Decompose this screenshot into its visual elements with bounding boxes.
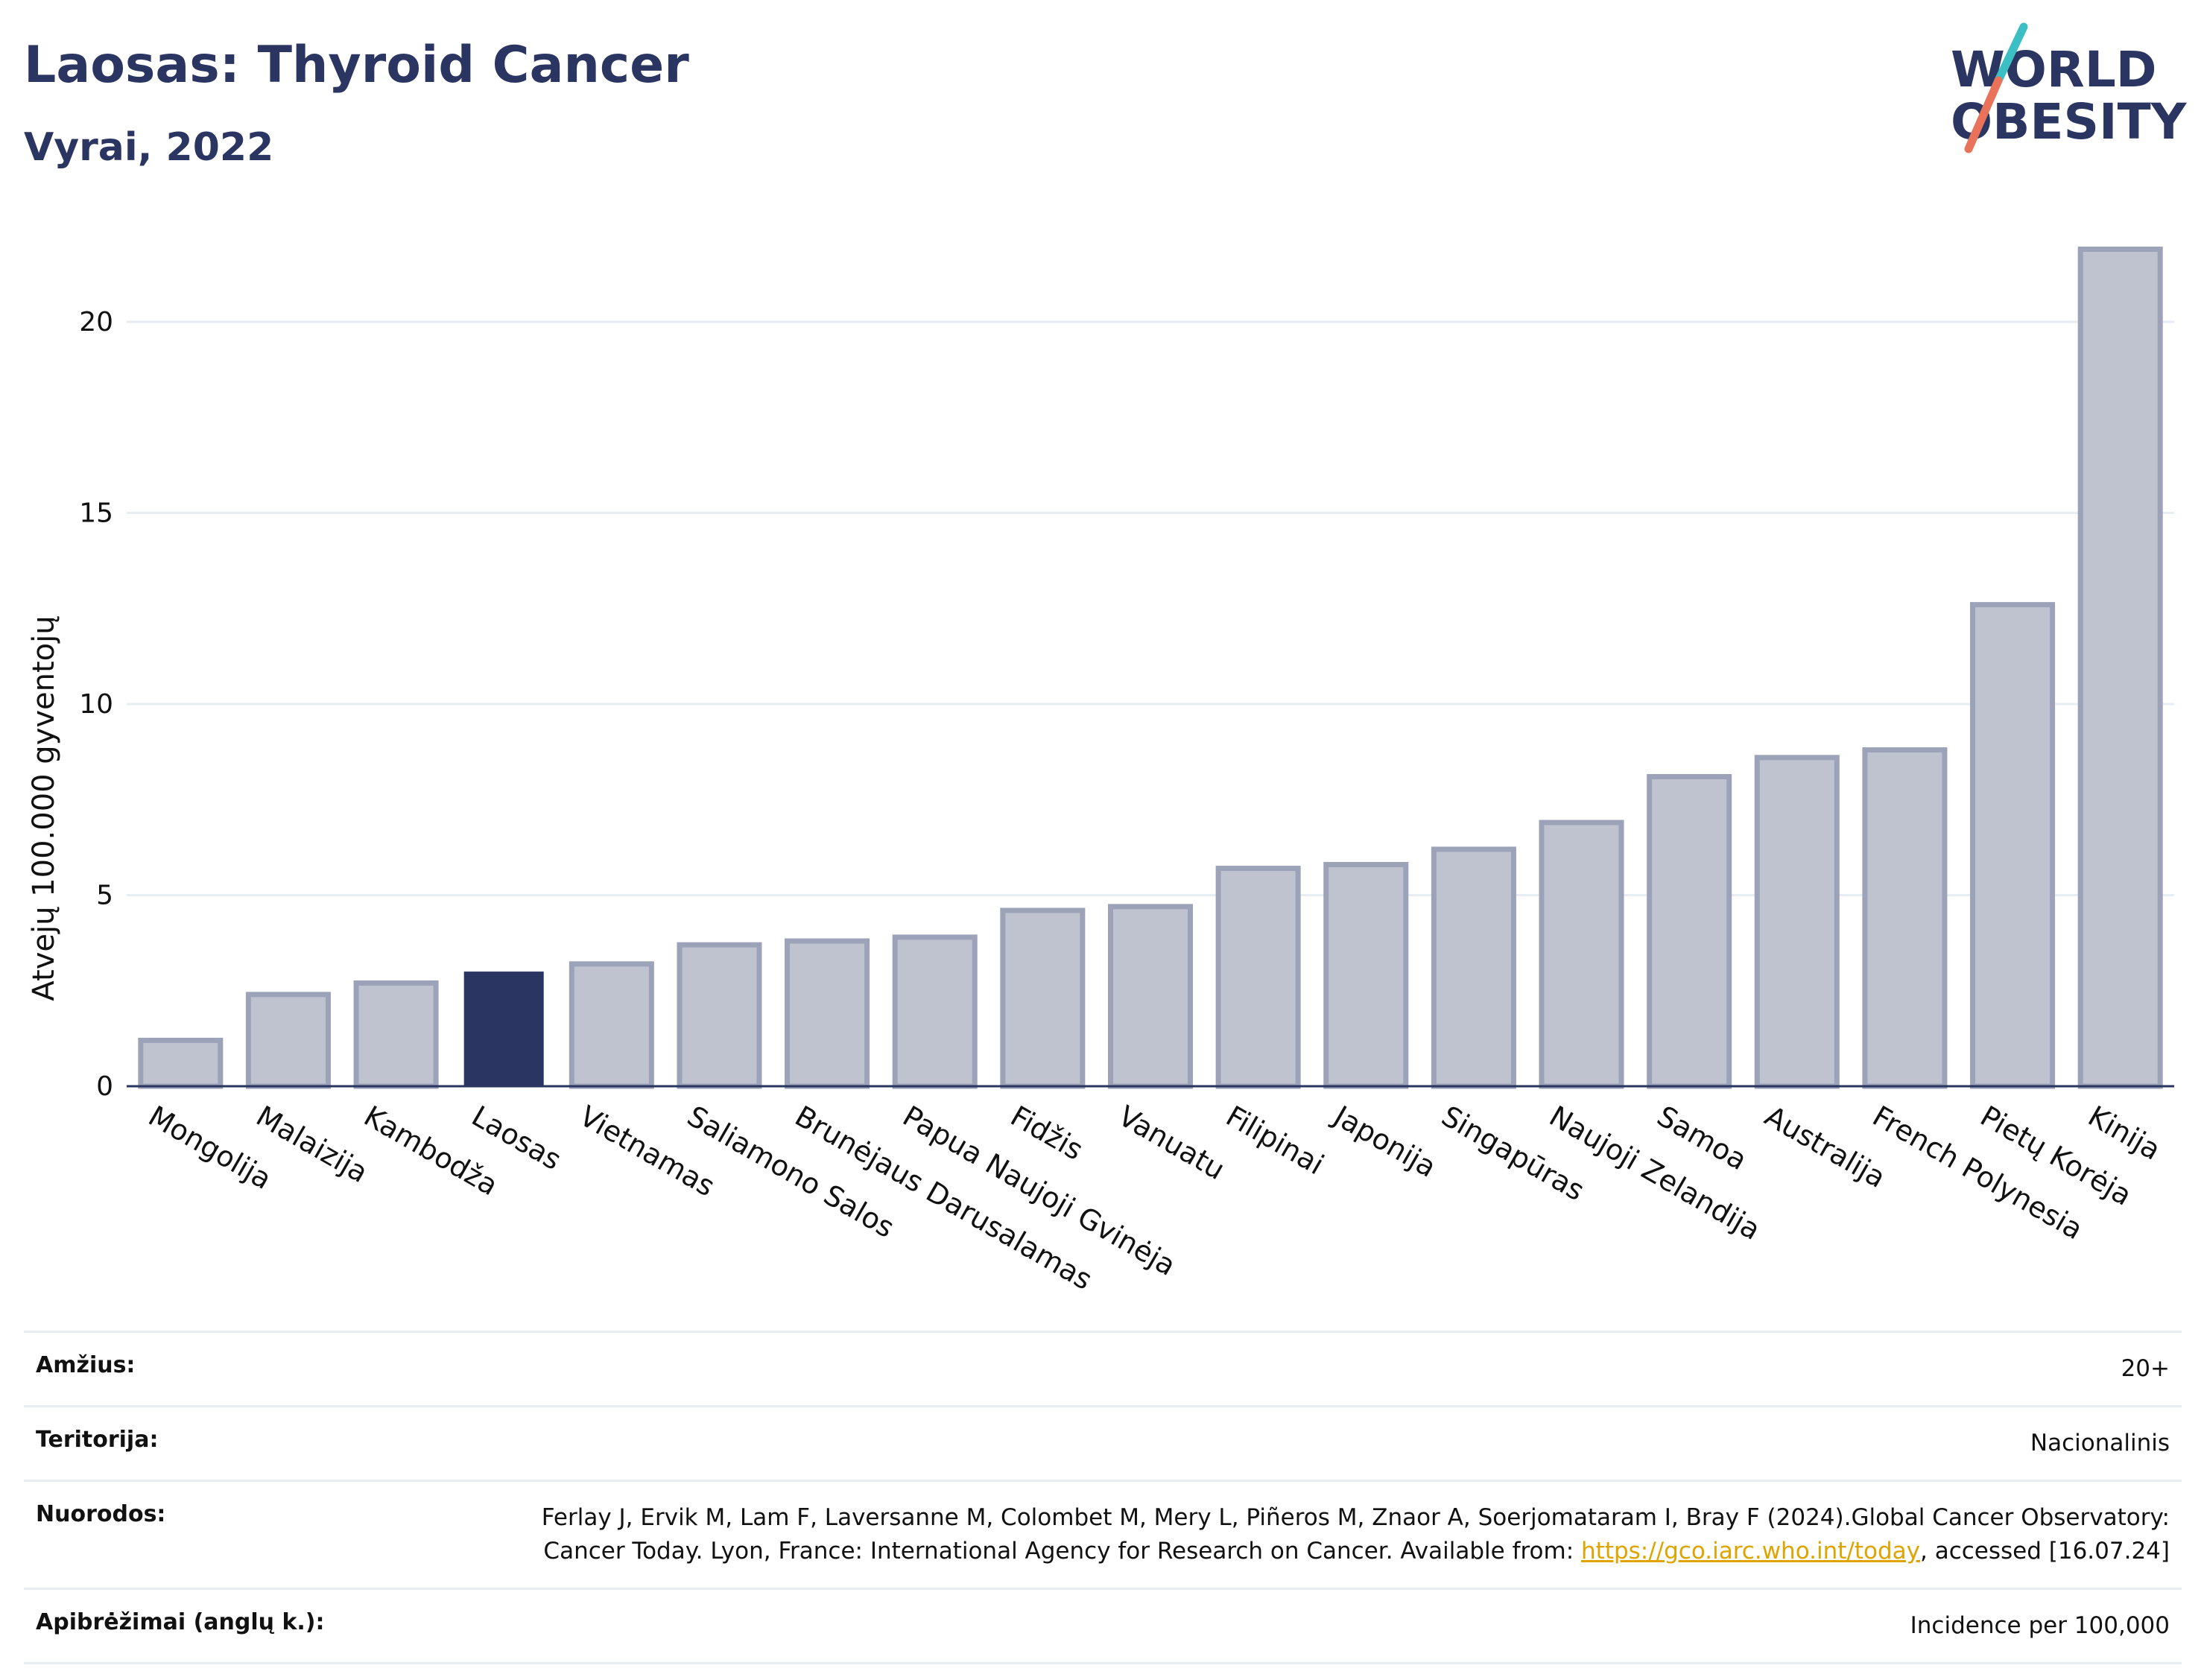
x-tick-label: Filipinai: [1220, 1100, 1329, 1182]
bar-mongolija: [138, 1037, 224, 1089]
bar-australija: [1754, 755, 1840, 1089]
x-tick-label: Australija: [1759, 1100, 1891, 1194]
bar-kinija: [2077, 247, 2163, 1089]
territory-value: Nacionalinis: [2030, 1429, 2170, 1456]
y-tick-label: 10: [79, 689, 113, 720]
references-value: Ferlay J, Ervik M, Lam F, Laversanne M, …: [531, 1501, 2170, 1568]
bar-chart: 0 5 10 15 20 Atvejų 100.000 gyventojų Mongolij…: [27, 247, 2174, 1296]
references-link[interactable]: https://gco.iarc.who.int/today: [1581, 1537, 1920, 1565]
y-axis-title: Atvejų 100.000 gyventojų: [27, 615, 61, 1001]
bar-brunėjaus-darusalamas: [785, 938, 870, 1089]
territory-label: Teritorija:: [36, 1426, 159, 1453]
x-tick-label: Japonija: [1327, 1099, 1442, 1184]
x-tick-label: Vanuatu: [1113, 1100, 1231, 1186]
bar-japonija: [1323, 861, 1409, 1089]
logo-slash-top: [1994, 22, 2028, 85]
bar-fidžis: [1000, 907, 1086, 1089]
info-row-definitions: Apibrėžimai (anglų k.): Incidence per 10…: [24, 1587, 2182, 1664]
bar-kambodža: [353, 980, 439, 1089]
definitions-label: Apibrėžimai (anglų k.):: [36, 1608, 325, 1635]
world-obesity-logo: WORLD OBESITY: [1951, 22, 2188, 153]
info-row-age: Amžius: 20+: [24, 1331, 2182, 1405]
bar-filipinai: [1215, 866, 1301, 1089]
info-row-references: Nuorodos: Ferlay J, Ervik M, Lam F, Lave…: [24, 1479, 2182, 1588]
bar-pietų-korėja: [1970, 602, 2056, 1089]
age-value: 20+: [2121, 1355, 2170, 1382]
definitions-value: Incidence per 100,000: [1910, 1611, 2170, 1639]
y-tick-label: 5: [96, 881, 113, 911]
x-tick-label: Mongolija: [143, 1100, 277, 1196]
y-tick-label: 20: [79, 307, 113, 337]
bar-singapūras: [1431, 846, 1516, 1089]
bar-vanuatu: [1107, 904, 1194, 1089]
bar-naujoji-zelandija: [1539, 820, 1624, 1089]
bar-vietnamas: [569, 961, 654, 1089]
logo-slash-bottom: [1964, 76, 2003, 153]
bar-laosas: [463, 971, 544, 1086]
bar-saliamono-salos: [677, 942, 762, 1089]
x-tick-label: Fidžis: [1005, 1100, 1089, 1167]
chart-title: Laosas: Thyroid Cancer: [24, 36, 689, 95]
bar-malaizija: [245, 992, 331, 1089]
age-label: Amžius:: [36, 1352, 136, 1378]
y-tick-label: 15: [79, 498, 113, 529]
bar-samoa: [1647, 773, 1732, 1089]
bar-french-polynesia: [1862, 747, 1948, 1089]
info-row-territory: Teritorija: Nacionalinis: [24, 1404, 2182, 1480]
references-label: Nuorodos:: [36, 1500, 166, 1527]
references-text: Ferlay J, Ervik M, Lam F, Laversanne M, …: [541, 1503, 2170, 1565]
info-table: Amžius: 20+ Teritorija: Nacionalinis Nuo…: [24, 1331, 2182, 1664]
references-accessed: , accessed [16.07.24]: [1919, 1537, 2170, 1565]
y-tick-label: 0: [96, 1071, 113, 1102]
chart-subtitle: Vyrai, 2022: [24, 125, 274, 170]
bar-papua-naujoji-gvinėja: [892, 934, 978, 1089]
logo-line-world: WORLD: [1951, 41, 2157, 98]
x-tick-label: Kinija: [2083, 1100, 2166, 1167]
